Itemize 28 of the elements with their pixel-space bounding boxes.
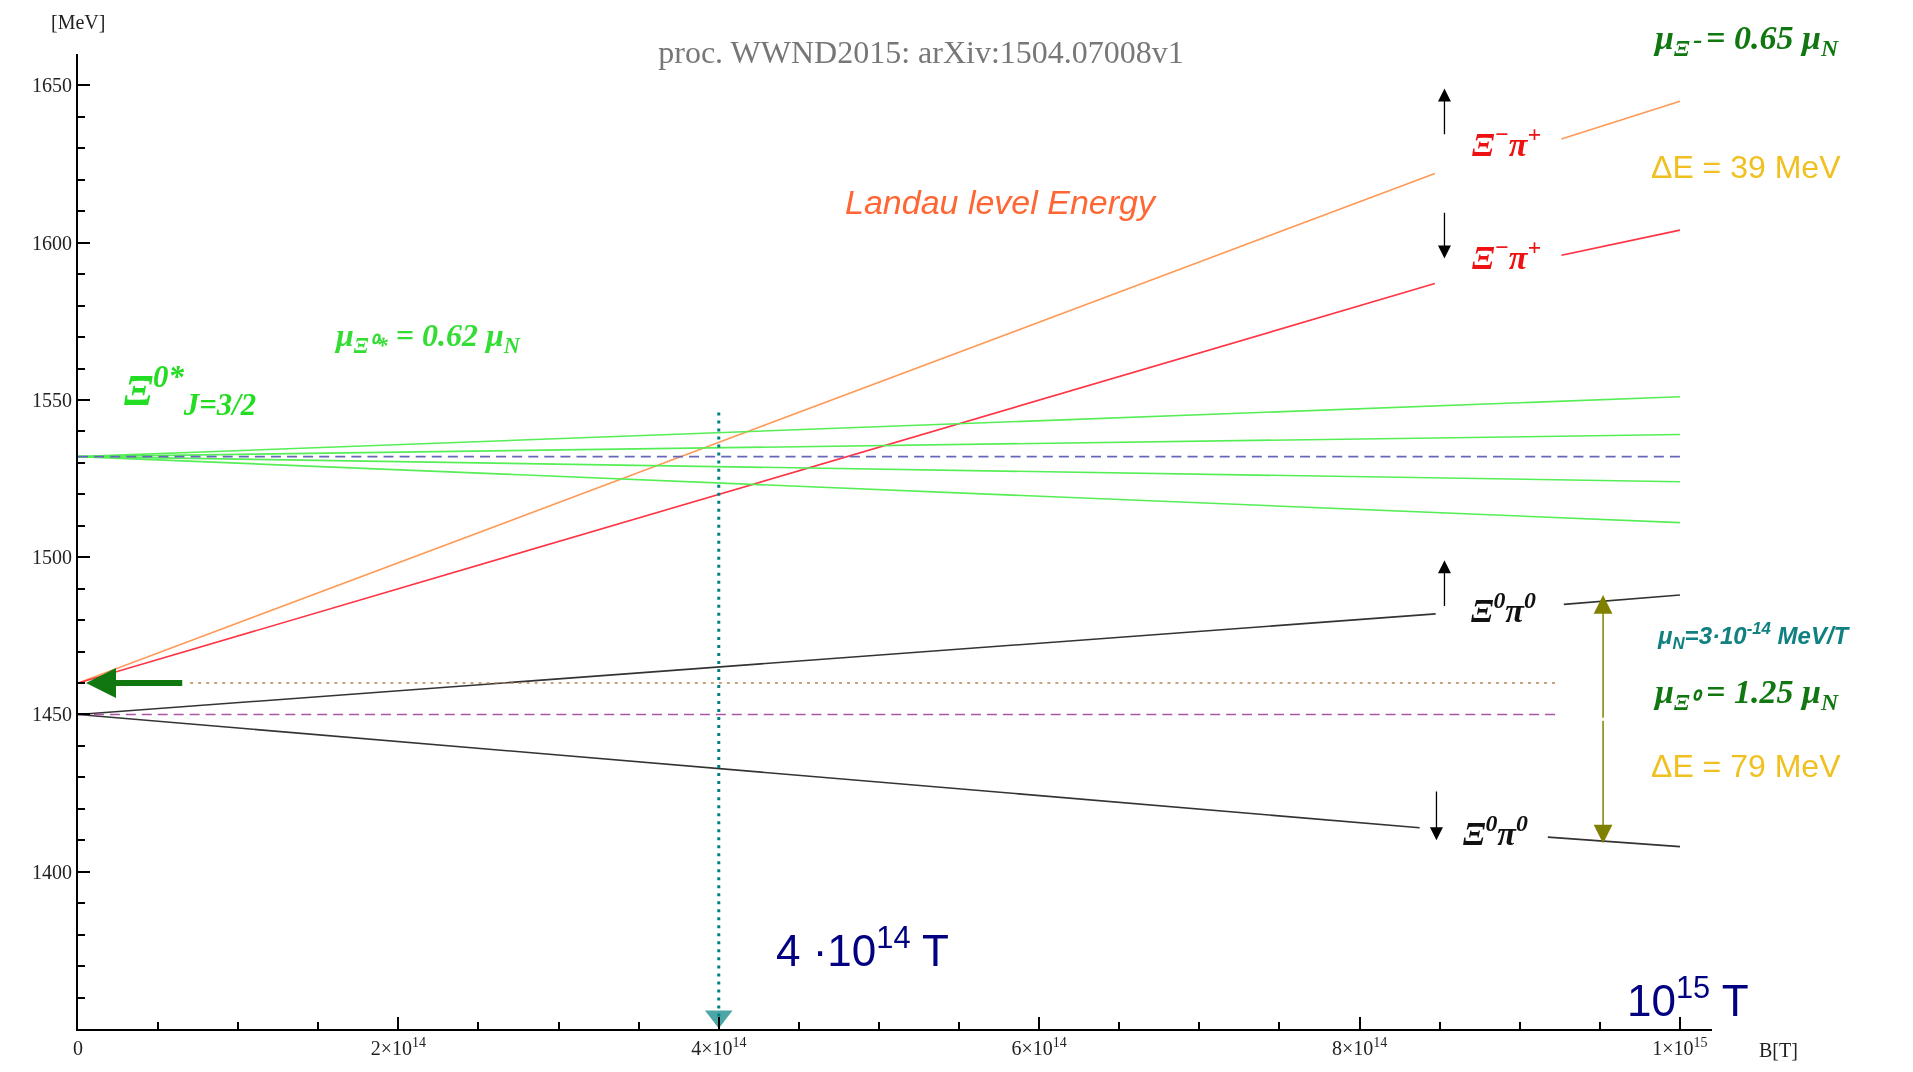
annotation: ΔE = 39 MeV [1651, 149, 1842, 185]
annotation: Ξ$^{−}$π$^{+}$ [1472, 234, 1541, 277]
annotation: μ$_{Ξ⁰}$ = 1.25 μ$_{N}$ [1653, 673, 1839, 716]
x-tick-label: 0 [73, 1037, 83, 1059]
y-tick-label: 1400 [32, 860, 72, 883]
y-tick-label: 1500 [32, 546, 72, 569]
annotation: Ξ$^{0}$π$^{0}$ [1463, 810, 1528, 853]
x-tick-label: 1×10$^{15}$ [1652, 1034, 1708, 1059]
annotation: μ$_{Ξ⁻}$ = 0.65 μ$_{N}$ [1653, 19, 1839, 62]
y-axis-title: [MeV] [51, 11, 106, 33]
annotation: Ξ$^{0}$π$^{0}$ [1471, 587, 1536, 630]
annotation: 4 ·10$^{14}$ T [776, 920, 949, 976]
x-tick-label: 8×10$^{14}$ [1331, 1034, 1388, 1059]
annotation: μ$_{Ξ⁰*}$ = 0.62 μ$_{N}$ [334, 317, 521, 358]
chart-title: proc. WWND2015: arXiv:1504.07008v1 [658, 34, 1184, 71]
x-tick-label: 4×10$^{14}$ [691, 1034, 747, 1059]
annotation: Ξ$^{−}$π$^{+}$ [1472, 121, 1541, 164]
y-tick-label: 1450 [32, 703, 72, 726]
y-tick-label: 1650 [32, 74, 72, 97]
annotation: ΔE = 79 MeV [1651, 748, 1842, 784]
x-axis-title: B[T] [1759, 1039, 1798, 1061]
annotation: Landau level Energy [845, 183, 1157, 221]
annotation: μ$_{N}$=3·10$^{-14}$ MeV/T [1657, 619, 1851, 654]
annotation: 10$^{15}$ T [1627, 970, 1749, 1026]
x-tick-label: 2×10$^{14}$ [370, 1034, 427, 1059]
x-tick-label: 6×10$^{14}$ [1011, 1034, 1067, 1059]
y-tick-label: 1550 [32, 388, 72, 411]
y-tick-label: 1600 [32, 231, 72, 254]
